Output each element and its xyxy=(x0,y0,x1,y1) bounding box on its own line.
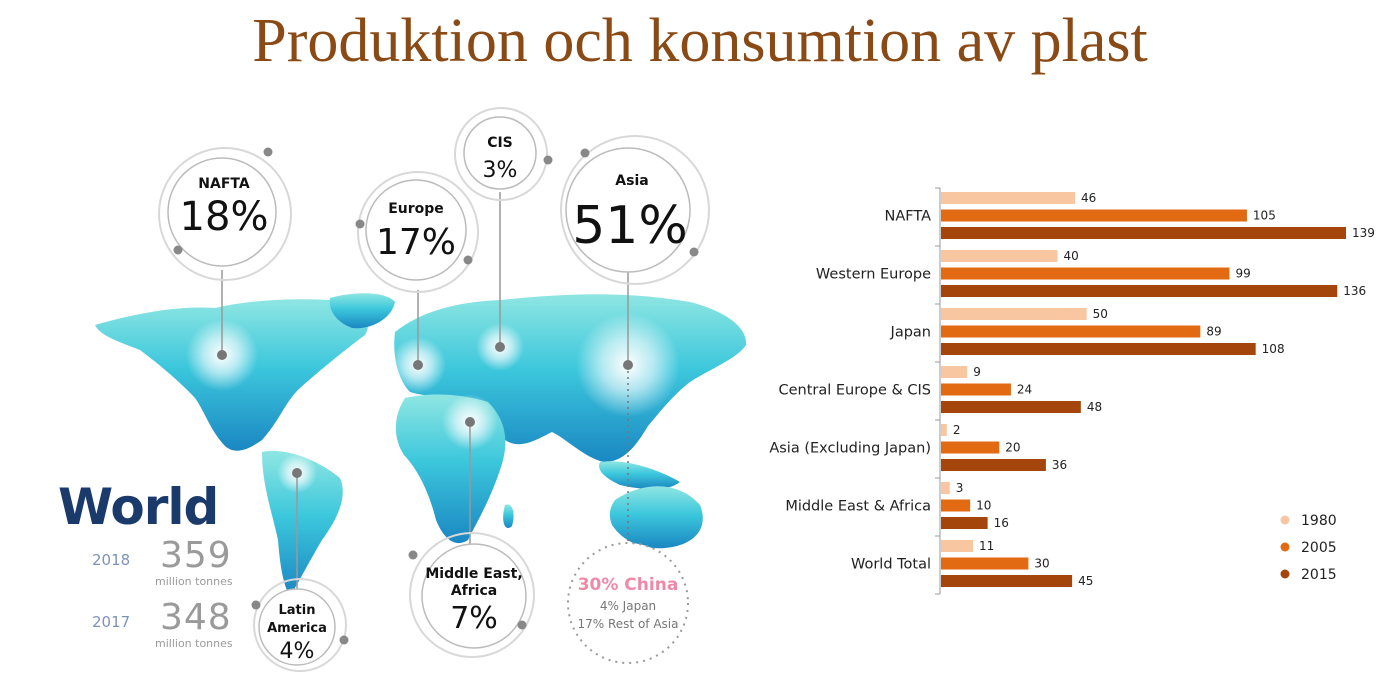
world-stat-value-2017: 348 xyxy=(160,597,232,638)
legend-label: 2005 xyxy=(1301,540,1337,556)
bubble-asia-detail: 30% China 4% Japan 17% Rest of Asia xyxy=(567,542,689,664)
southeast-asia-islands xyxy=(599,461,680,490)
bar-value-label: 36 xyxy=(1052,458,1067,472)
bar-0-2015 xyxy=(941,227,1346,239)
bar-6-2015 xyxy=(941,575,1073,587)
world-stat-value-2018: 359 xyxy=(160,535,232,576)
bar-value-label: 3 xyxy=(956,481,964,495)
bar-5-1980 xyxy=(941,482,950,494)
bar-3-1980 xyxy=(941,366,968,378)
world-map-infographic: NAFTA 18% Europe 17% CIS 3% Asia 51% Lat… xyxy=(95,107,747,672)
bar-6-2005 xyxy=(941,557,1029,570)
bar-value-label: 46 xyxy=(1081,191,1096,205)
bar-6-1980 xyxy=(941,540,974,552)
world-stat-unit-2018: million tonnes xyxy=(155,575,233,588)
bubble-latam-value: 4% xyxy=(280,639,315,664)
bar-5-2005 xyxy=(941,499,971,512)
asia-detail-rest: 17% Rest of Asia xyxy=(578,617,679,631)
bar-value-label: 45 xyxy=(1078,574,1093,588)
bubble-europe: Europe 17% xyxy=(355,171,479,293)
bar-value-label: 30 xyxy=(1034,557,1049,571)
bar-value-label: 11 xyxy=(979,539,994,553)
category-label: Middle East & Africa xyxy=(785,499,931,515)
bar-chart: 46 105 139 NAFTA 40 99 136 Western Europe 50 89 10… xyxy=(769,187,1375,595)
bar-value-label: 9 xyxy=(973,365,981,379)
legend-marker-2015 xyxy=(1280,569,1290,579)
madagascar-shape xyxy=(503,504,514,528)
category-label: Asia (Excluding Japan) xyxy=(769,441,931,457)
bubble-europe-value: 17% xyxy=(376,222,456,263)
bar-4-1980 xyxy=(941,424,947,436)
bubble-cis-value: 3% xyxy=(483,158,518,183)
bubble-latam-label-2: America xyxy=(267,621,327,636)
bar-4-2015 xyxy=(941,459,1046,471)
bubble-cis: CIS 3% xyxy=(454,107,553,201)
bar-value-label: 50 xyxy=(1093,307,1108,321)
bar-value-label: 89 xyxy=(1206,325,1221,339)
bar-0-1980 xyxy=(941,192,1076,204)
bar-value-label: 108 xyxy=(1262,342,1285,356)
bubble-asia-label: Asia xyxy=(615,173,648,189)
bar-value-label: 10 xyxy=(976,499,991,513)
bar-value-label: 24 xyxy=(1017,383,1032,397)
bar-2-2015 xyxy=(941,343,1256,355)
bubble-nafta-value: 18% xyxy=(180,194,269,240)
bubble-mea-value: 7% xyxy=(450,601,498,636)
bar-value-label: 2 xyxy=(953,423,961,437)
bubble-mea: Middle East, Africa 7% xyxy=(408,532,535,658)
connector-lines xyxy=(221,192,629,590)
bar-value-label: 20 xyxy=(1005,441,1020,455)
bubble-asia-value: 51% xyxy=(572,196,688,256)
bar-0-2005 xyxy=(941,209,1247,222)
world-stat-year-2018: 2018 xyxy=(92,551,131,569)
world-stat-year-2017: 2017 xyxy=(92,613,131,631)
bubble-latam-label-1: Latin xyxy=(279,603,316,618)
legend-label: 1980 xyxy=(1301,513,1337,529)
bubble-mea-label-2: Africa xyxy=(451,583,497,599)
bubble-nafta: NAFTA 18% xyxy=(158,147,292,281)
bubble-asia: Asia 51% xyxy=(560,135,710,285)
legend-marker-2005 xyxy=(1280,542,1290,552)
bubble-mea-label-1: Middle East, xyxy=(425,566,522,582)
bar-5-2015 xyxy=(941,517,988,529)
page-title: Produktion och konsumtion av plast xyxy=(252,7,1148,75)
bar-value-label: 139 xyxy=(1352,226,1375,240)
bar-value-label: 48 xyxy=(1087,400,1102,414)
bar-3-2015 xyxy=(941,401,1081,413)
world-stat-unit-2017: million tonnes xyxy=(155,637,233,650)
bar-value-label: 105 xyxy=(1253,209,1276,223)
bubble-nafta-label: NAFTA xyxy=(198,176,250,192)
bar-value-label: 136 xyxy=(1343,284,1366,298)
category-label: Western Europe xyxy=(816,267,931,283)
category-label: NAFTA xyxy=(884,209,931,225)
bar-1-2015 xyxy=(941,285,1338,297)
bar-value-label: 16 xyxy=(994,516,1009,530)
australia-shape xyxy=(609,486,703,549)
bar-2-1980 xyxy=(941,308,1087,320)
asia-detail-japan: 4% Japan xyxy=(600,599,656,613)
bar-3-2005 xyxy=(941,383,1011,396)
category-label: Central Europe & CIS xyxy=(778,383,931,399)
bar-1-1980 xyxy=(941,250,1058,262)
legend-marker-1980 xyxy=(1280,515,1290,525)
bar-value-label: 99 xyxy=(1235,267,1250,281)
bar-2-2005 xyxy=(941,325,1201,338)
bar-value-label: 40 xyxy=(1064,249,1079,263)
bar-1-2005 xyxy=(941,267,1230,280)
bubble-europe-label: Europe xyxy=(388,201,444,217)
category-label: Japan xyxy=(890,325,931,341)
greenland-shape xyxy=(329,293,395,329)
bubble-latam: Latin America 4% xyxy=(251,578,349,672)
connector-dots xyxy=(217,342,633,478)
south-america-shape xyxy=(262,450,343,596)
bar-4-2005 xyxy=(941,441,1000,454)
legend-label: 2015 xyxy=(1301,567,1337,583)
asia-detail-china: 30% China xyxy=(578,575,679,595)
category-label: World Total xyxy=(851,557,931,573)
bubble-cis-label: CIS xyxy=(487,135,513,151)
world-title: World xyxy=(58,478,219,536)
